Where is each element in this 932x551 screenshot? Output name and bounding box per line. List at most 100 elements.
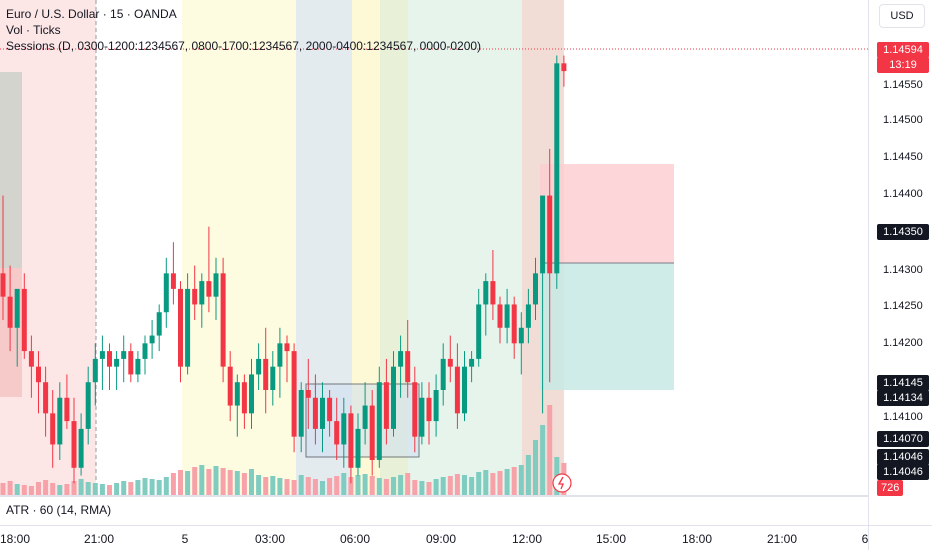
candle-body[interactable] (341, 413, 347, 445)
candle-body[interactable] (78, 428, 84, 468)
volume-bar (99, 484, 105, 495)
candle-body[interactable] (547, 195, 553, 274)
candle-body[interactable] (107, 351, 112, 367)
candle-body[interactable] (263, 358, 269, 390)
candle-body[interactable] (561, 63, 567, 72)
candle-body[interactable] (497, 304, 503, 328)
volume-indicator-label[interactable]: Vol · Ticks (6, 23, 61, 37)
candle-body[interactable] (355, 428, 361, 468)
candle-body[interactable] (185, 288, 191, 367)
candle-body[interactable] (291, 351, 297, 437)
candle-body[interactable] (192, 288, 198, 305)
candle-body[interactable] (64, 397, 70, 422)
candle-body[interactable] (525, 304, 531, 328)
candle-body[interactable] (71, 421, 77, 468)
candle-body[interactable] (412, 382, 418, 437)
candle-body[interactable] (256, 358, 262, 375)
candle-body[interactable] (348, 413, 354, 468)
candle-body[interactable] (419, 397, 425, 437)
candle-body[interactable] (454, 366, 460, 414)
candle-body[interactable] (327, 397, 333, 422)
candle-body[interactable] (220, 273, 226, 367)
candle-body[interactable] (540, 195, 546, 274)
volume-bar (462, 475, 467, 495)
candle-body[interactable] (36, 366, 41, 383)
candle-body[interactable] (334, 421, 340, 445)
candle-body[interactable] (490, 281, 496, 305)
candle-body[interactable] (298, 390, 304, 437)
candle-body[interactable] (469, 358, 475, 367)
candle-body[interactable] (398, 351, 404, 367)
candle-body[interactable] (362, 405, 368, 429)
candle-body[interactable] (277, 343, 283, 367)
candle-body[interactable] (305, 390, 311, 398)
currency-button[interactable]: USD (879, 4, 925, 28)
short-position-stop[interactable] (540, 164, 674, 263)
candle-body[interactable] (21, 288, 27, 352)
candle-body[interactable] (199, 281, 205, 305)
atr-indicator-label[interactable]: ATR · 60 (14, RMA) (6, 503, 112, 517)
candle-body[interactable] (376, 382, 382, 460)
candle-body[interactable] (14, 288, 20, 328)
volume-bar (334, 476, 340, 495)
symbol-title[interactable]: Euro / U.S. Dollar · 15 · OANDA (6, 7, 177, 21)
candle-body[interactable] (92, 358, 98, 383)
candle-body[interactable] (57, 397, 63, 445)
candle-body[interactable] (7, 296, 13, 328)
chart-pane[interactable] (0, 0, 868, 495)
short-position-target[interactable] (540, 263, 674, 390)
candle-body[interactable] (156, 312, 162, 336)
price-chart[interactable] (0, 0, 868, 495)
candle-body[interactable] (149, 335, 155, 344)
candle-body[interactable] (128, 351, 134, 375)
candle-body[interactable] (85, 382, 91, 429)
candle-body[interactable] (426, 397, 432, 422)
candle-body[interactable] (142, 343, 148, 359)
candle-body[interactable] (518, 327, 524, 344)
candle-body[interactable] (405, 351, 411, 383)
candle-body[interactable] (50, 413, 56, 445)
candle-body[interactable] (121, 351, 127, 359)
price-scale[interactable]: USD 1.14550 1.14500 1.14450 1.14400 1.14300 1… (868, 0, 932, 550)
candle-body[interactable] (241, 382, 247, 414)
replay-icon[interactable] (552, 473, 572, 493)
candle-body[interactable] (135, 358, 141, 375)
candle-body[interactable] (312, 397, 318, 429)
candle-body[interactable] (206, 281, 212, 297)
candle-body[interactable] (249, 374, 254, 414)
candle-body[interactable] (170, 273, 176, 289)
price-axis-label: 1.14250 (883, 300, 923, 312)
candle-body[interactable] (433, 390, 439, 422)
candle-body[interactable] (114, 358, 120, 367)
time-axis[interactable]: 18:00 21:00 5 03:00 06:00 09:00 12:00 15:00 18:0… (0, 525, 932, 551)
candle-body[interactable] (447, 358, 453, 367)
sessions-indicator-label[interactable]: Sessions (D, 0300-1200:1234567, 0800-170… (6, 39, 482, 53)
candle-body[interactable] (227, 366, 233, 406)
candle-body[interactable] (440, 358, 446, 390)
candle-body[interactable] (511, 304, 517, 344)
volume-bar (0, 483, 6, 495)
candle-body[interactable] (462, 366, 467, 414)
candle-body[interactable] (270, 366, 276, 390)
candle-body[interactable] (369, 405, 375, 460)
candle-body[interactable] (234, 382, 240, 406)
pane-separator[interactable] (0, 495, 868, 497)
candle-body[interactable] (554, 63, 560, 274)
candle-body[interactable] (476, 304, 482, 359)
candle-body[interactable] (213, 273, 219, 297)
atr-pane[interactable]: ATR · 60 (14, RMA) (0, 497, 868, 525)
candle-body[interactable] (178, 288, 183, 367)
candle-body[interactable] (28, 351, 34, 367)
candle-body[interactable] (533, 273, 538, 305)
candle-body[interactable] (43, 382, 49, 414)
candle-body[interactable] (320, 397, 325, 429)
candle-body[interactable] (99, 351, 105, 359)
volume-bar (362, 474, 368, 495)
candle-body[interactable] (284, 343, 290, 352)
candle-body[interactable] (0, 273, 6, 297)
candle-body[interactable] (483, 281, 489, 305)
candle-body[interactable] (391, 366, 396, 429)
candle-body[interactable] (383, 382, 389, 429)
candle-body[interactable] (163, 273, 169, 313)
candle-body[interactable] (504, 304, 510, 328)
